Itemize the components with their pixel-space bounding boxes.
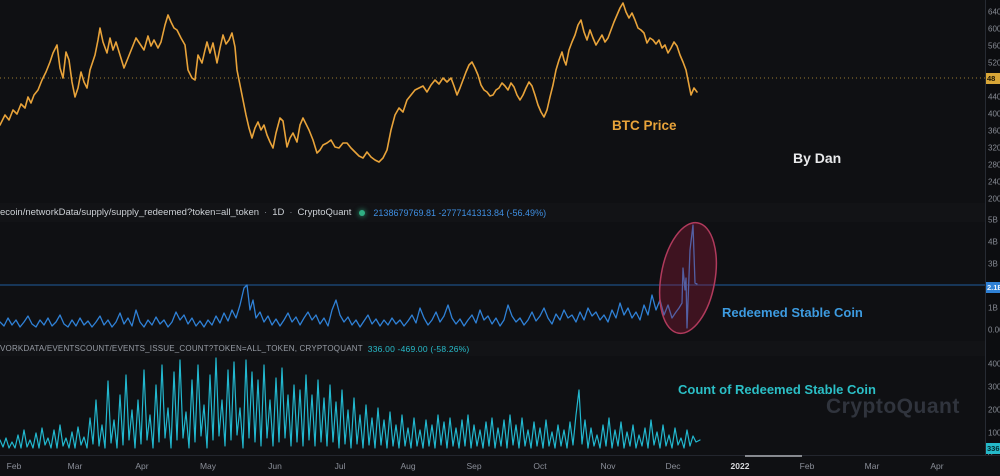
time-axis-label: Mar — [864, 461, 880, 471]
time-axis-label: Feb — [6, 461, 22, 471]
time-axis[interactable]: Feb Mar Apr May Jun Jul Aug Sep Oct Nov Dec 2022 Feb… — [0, 455, 1000, 476]
y-axis-tick: 0.00 — [988, 325, 1000, 335]
time-axis-highlight-segment — [745, 455, 802, 457]
y-axis-tick: 1B — [988, 303, 998, 313]
y-axis-tick: 60000 — [988, 24, 1000, 34]
time-axis-label: Apr — [135, 461, 149, 471]
y-axis-tick: 24000 — [988, 177, 1000, 187]
cryptoquant-watermark: CryptoQuant — [826, 395, 960, 418]
author-label: By Dan — [793, 150, 842, 166]
y-axis-tick: 2000 — [988, 405, 1000, 415]
redeemed-source: CryptoQuant — [297, 207, 352, 218]
time-axis-label: Nov — [600, 461, 616, 471]
btc-price-label: BTC Price — [612, 118, 677, 133]
price-axis[interactable]: 6400060000560005200048000440004000036000… — [985, 0, 1000, 455]
time-axis-label: Jul — [334, 461, 346, 471]
y-axis-tick: 1000 — [988, 428, 1000, 438]
time-axis-label: May — [199, 461, 217, 471]
y-axis-tick: 64000 — [988, 7, 1000, 17]
count-values: 336.00 -469.00 (-58.26%) — [367, 343, 470, 354]
time-axis-label: Mar — [67, 461, 83, 471]
y-axis-tick: 28000 — [988, 160, 1000, 170]
redeemed-query-path: ecoin/networkData/supply/supply_redeemed… — [0, 207, 260, 218]
y-axis-tick: 20000 — [988, 194, 1000, 204]
y-axis-tick: 52000 — [988, 58, 1000, 68]
y-axis-tick: 3000 — [988, 382, 1000, 392]
count-query-path: VORKDATA/EVENTSCOUNT/EVENTS_ISSUE_COUNT?… — [0, 344, 363, 353]
y-axis-tick: 56000 — [988, 41, 1000, 51]
redeemed-count-line — [0, 357, 701, 449]
time-axis-label: Sep — [466, 461, 482, 471]
count-panel-header[interactable]: VORKDATA/EVENTSCOUNT/EVENTS_ISSUE_COUNT?… — [0, 341, 985, 356]
redeemed-value-tag: 2.1B — [986, 282, 1000, 293]
y-axis-tick: 40000 — [988, 109, 1000, 119]
y-axis-tick: 36000 — [988, 126, 1000, 136]
redeemed-stablecoin-label: Redeemed Stable Coin — [722, 305, 863, 320]
btc-price-line — [0, 2, 698, 163]
redeemed-count-label: Count of Redeemed Stable Coin — [678, 382, 876, 397]
y-axis-tick: 4000 — [988, 359, 1000, 369]
time-axis-label: Apr — [930, 461, 944, 471]
redeemed-stablecoin-line — [0, 224, 698, 329]
time-axis-label: Jun — [268, 461, 282, 471]
time-axis-label: Dec — [665, 461, 681, 471]
count-value-tag: 336 — [986, 443, 1000, 454]
highlight-ellipse[interactable] — [652, 218, 725, 338]
time-axis-label: Feb — [799, 461, 815, 471]
time-axis-label: 2022 — [730, 461, 750, 471]
btc-price-tag: 48 — [986, 73, 1000, 84]
redeemed-panel-header[interactable]: ecoin/networkData/supply/supply_redeemed… — [0, 207, 547, 218]
time-axis-label: Oct — [533, 461, 547, 471]
y-axis-tick: 3B — [988, 259, 998, 269]
y-axis-tick: 44000 — [988, 92, 1000, 102]
time-axis-label: Aug — [400, 461, 416, 471]
live-status-icon — [359, 209, 366, 216]
redeemed-values: 2138679769.81 -2777141313.84 (-56.49%) — [373, 207, 547, 218]
y-axis-tick: 5B — [988, 215, 998, 225]
redeemed-interval: 1D — [272, 207, 285, 218]
y-axis-tick: 4B — [988, 237, 998, 247]
y-axis-tick: 32000 — [988, 143, 1000, 153]
